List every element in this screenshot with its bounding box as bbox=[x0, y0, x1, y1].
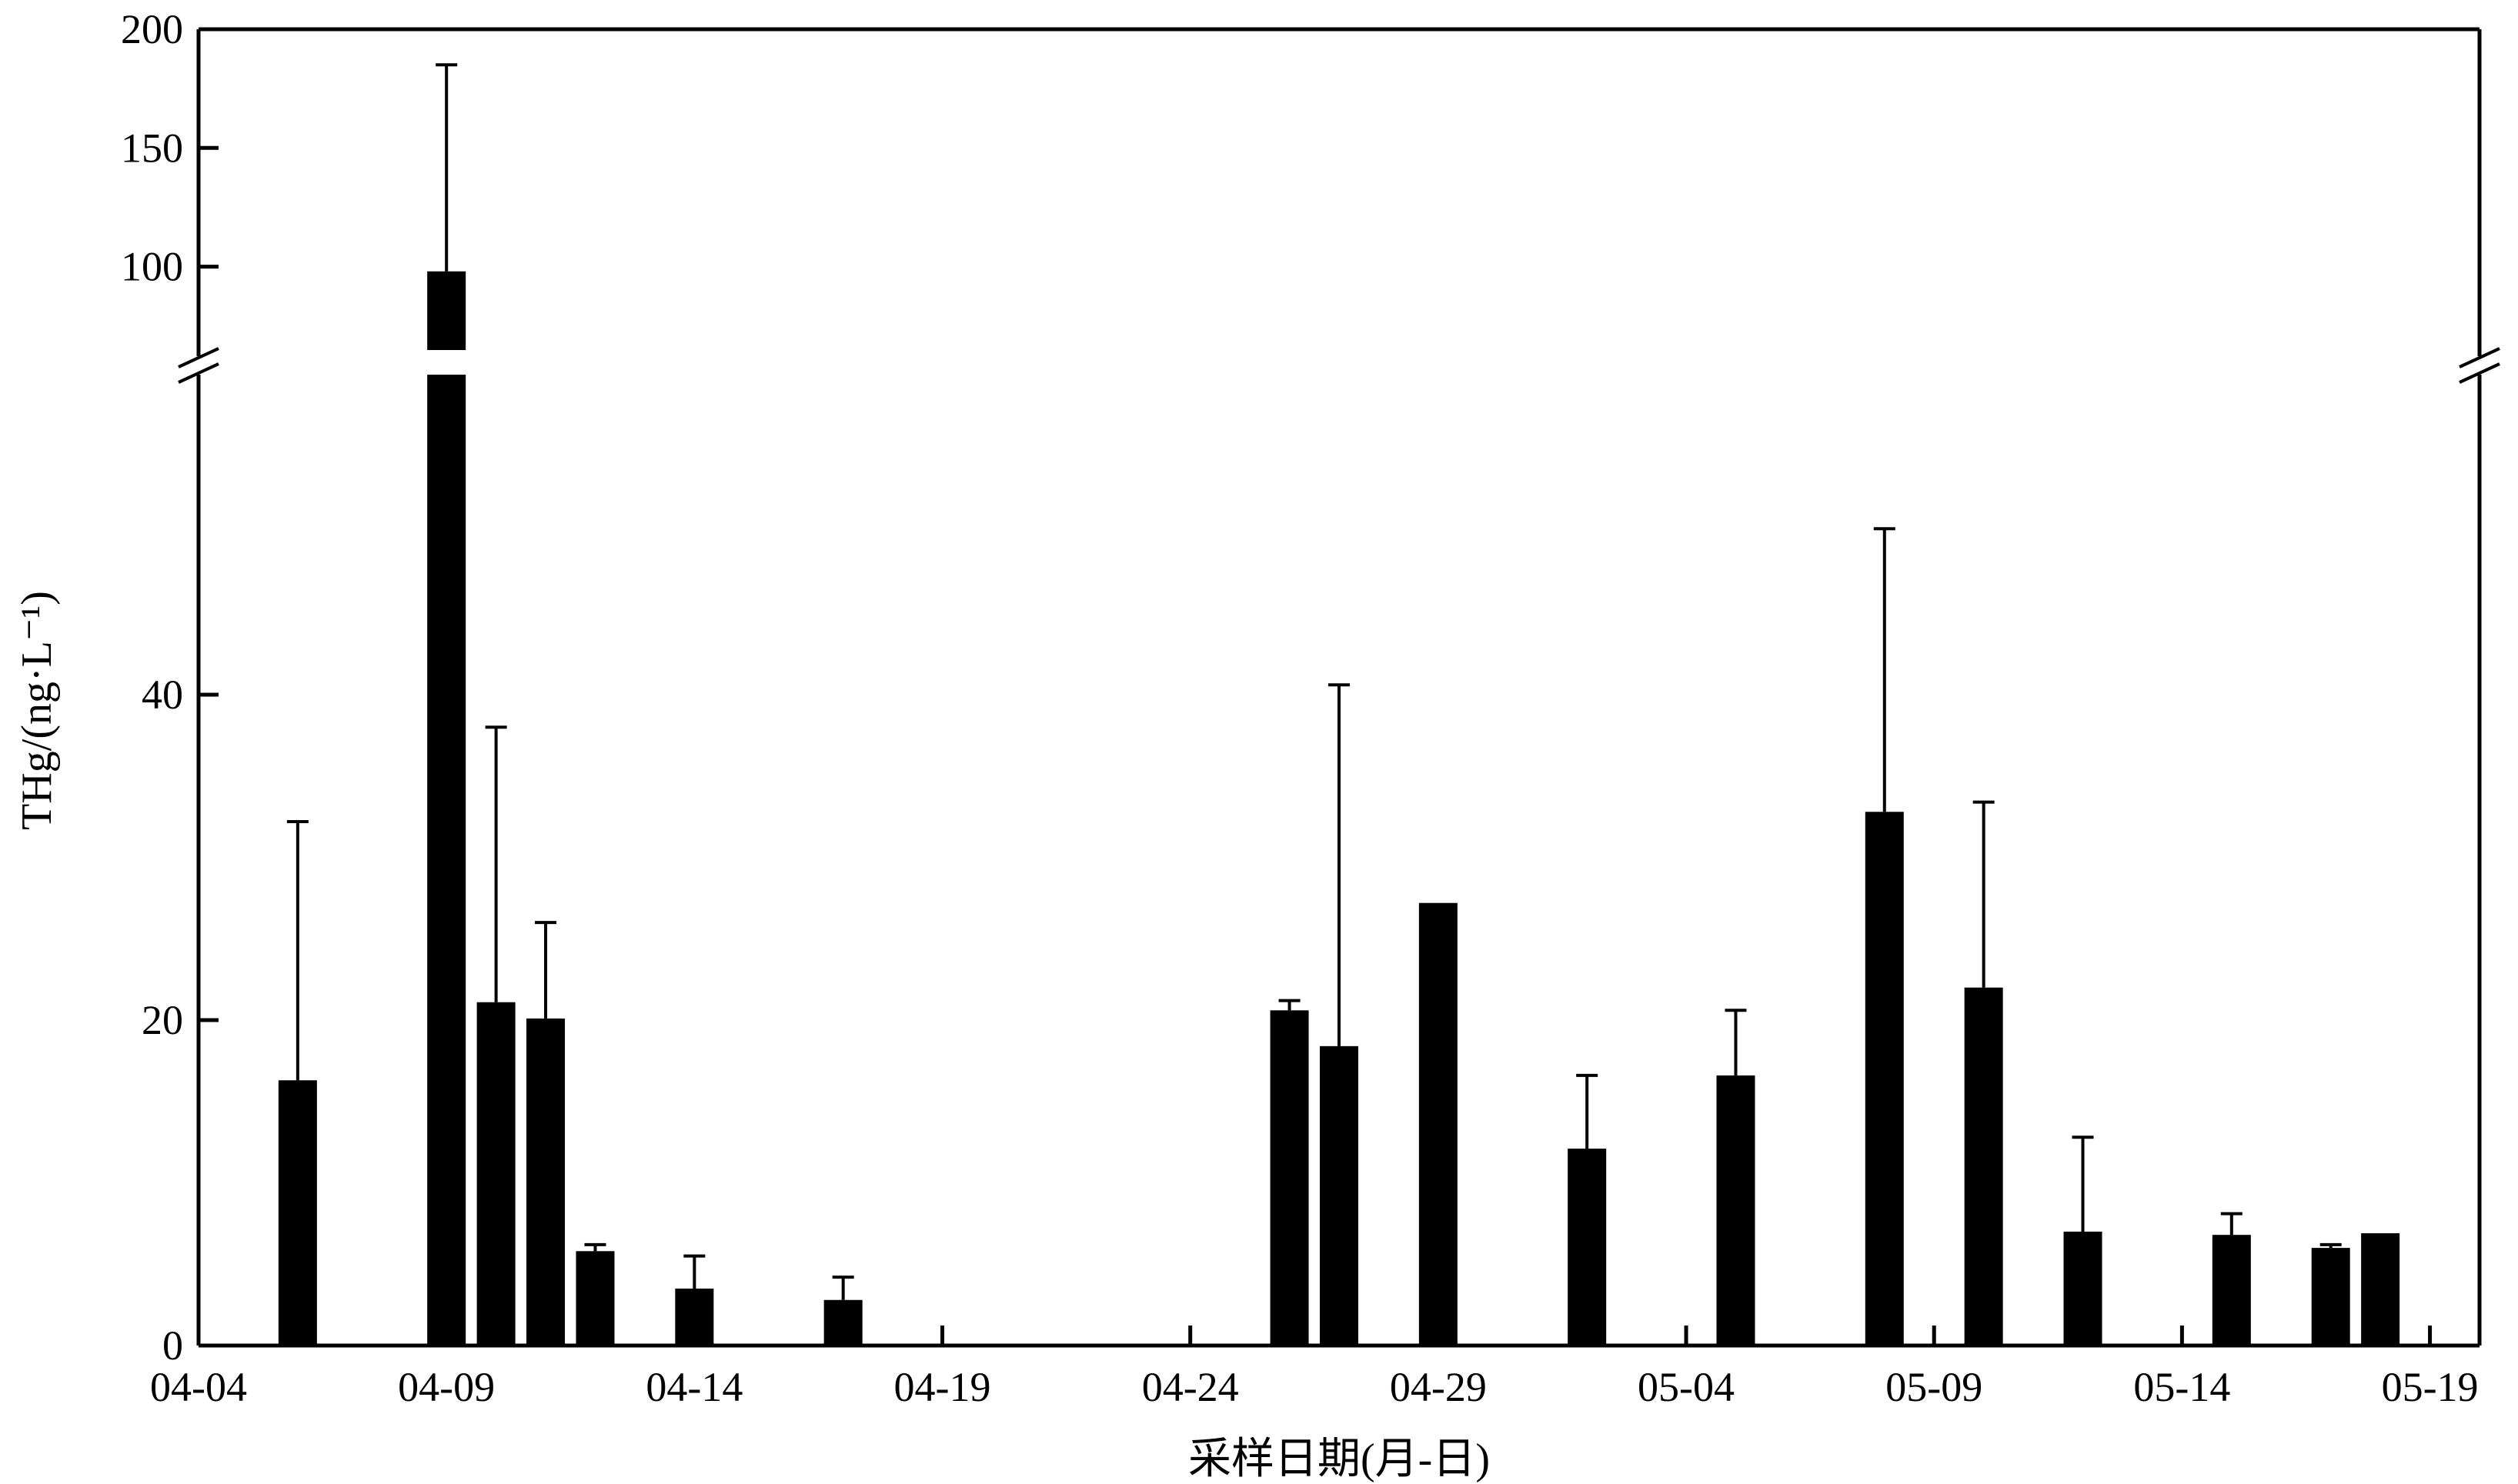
bar bbox=[476, 1002, 516, 1346]
y-axis-break-mark bbox=[178, 362, 219, 384]
x-tick-label: 05-09 bbox=[1885, 1364, 1982, 1410]
bar bbox=[2063, 1231, 2102, 1346]
bar bbox=[278, 1080, 317, 1346]
x-axis-title: 采样日期(月-日) bbox=[1188, 1436, 1490, 1483]
bar bbox=[2311, 1248, 2350, 1346]
bar bbox=[823, 1299, 863, 1346]
bar bbox=[1568, 1149, 1607, 1346]
bars bbox=[278, 271, 2400, 1346]
x-tick-label: 05-19 bbox=[2382, 1364, 2479, 1410]
x-tick-label: 04-29 bbox=[1390, 1364, 1487, 1410]
bar bbox=[1320, 1045, 1358, 1346]
y-tick-label: 150 bbox=[121, 125, 183, 171]
bar bbox=[1716, 1075, 1755, 1346]
y-tick-label: 0 bbox=[162, 1322, 183, 1369]
ticks: 0 20 40 100 150 200 04-04 04-09 04-14 04-19 04-24 0… bbox=[121, 6, 2479, 1410]
bar bbox=[427, 271, 466, 1346]
x-tick-label: 04-19 bbox=[894, 1364, 991, 1410]
right-axis-break-mark bbox=[2459, 347, 2500, 368]
y-tick-label: 40 bbox=[142, 672, 183, 718]
bar bbox=[1418, 902, 1458, 1346]
y-tick-label: 200 bbox=[121, 6, 183, 52]
bar bbox=[1270, 1010, 1309, 1346]
x-tick-label: 04-14 bbox=[646, 1364, 743, 1410]
bar bbox=[576, 1251, 615, 1346]
x-tick-label: 04-04 bbox=[150, 1364, 247, 1410]
bar bbox=[1964, 987, 2003, 1346]
y-tick-label: 100 bbox=[121, 244, 183, 290]
y-axis-title: THg/(ng·L⁻¹) bbox=[13, 591, 61, 830]
y-axis-break-mark bbox=[178, 347, 219, 368]
x-tick-label: 04-09 bbox=[398, 1364, 495, 1410]
y-tick-label: 20 bbox=[142, 997, 183, 1043]
error-bars bbox=[286, 63, 2342, 1300]
bar bbox=[526, 1018, 566, 1346]
right-axis-break-mark bbox=[2459, 362, 2500, 384]
x-tick-label: 05-14 bbox=[2133, 1364, 2230, 1410]
x-tick-label: 05-04 bbox=[1638, 1364, 1735, 1410]
bar-break-gap bbox=[426, 350, 468, 375]
bar bbox=[2212, 1235, 2251, 1346]
x-tick-label: 04-24 bbox=[1142, 1364, 1239, 1410]
bar bbox=[2361, 1233, 2400, 1346]
bar bbox=[1865, 812, 1904, 1346]
